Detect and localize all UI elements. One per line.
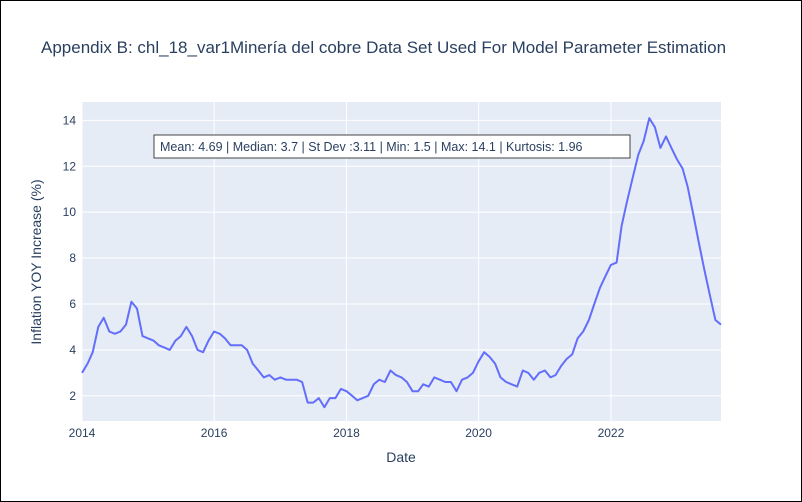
x-tick-label: 2020 <box>465 426 492 440</box>
y-axis-label: Inflation YOY Increase (%) <box>28 179 44 344</box>
y-tick-label: 14 <box>63 113 77 127</box>
x-tick-label: 2022 <box>598 426 625 440</box>
y-tick-label: 12 <box>63 159 77 173</box>
y-tick-label: 8 <box>69 251 76 265</box>
y-axis-ticks: 2 4 6 8 10 12 14 <box>63 113 77 402</box>
stats-annotation-text: Mean: 4.69 | Median: 3.7 | St Dev :3.11 … <box>160 140 583 154</box>
series-line <box>81 117 722 409</box>
x-axis-label: Date <box>386 449 416 465</box>
x-tick-label: 2018 <box>333 426 360 440</box>
stats-annotation: Mean: 4.69 | Median: 3.7 | St Dev :3.11 … <box>153 134 631 159</box>
y-tick-label: 10 <box>63 205 77 219</box>
x-tick-label: 2016 <box>201 426 228 440</box>
x-axis-ticks: 2014 2016 2018 2020 2022 <box>69 426 625 440</box>
x-tick-label: 2014 <box>69 426 96 440</box>
stats-annotation-box <box>153 134 631 159</box>
y-tick-label: 6 <box>69 297 76 311</box>
chart-title: Appendix B: chl_18_var1Minería del cobre… <box>41 38 726 57</box>
y-tick-label: 4 <box>69 343 76 357</box>
y-tick-label: 2 <box>69 389 76 403</box>
